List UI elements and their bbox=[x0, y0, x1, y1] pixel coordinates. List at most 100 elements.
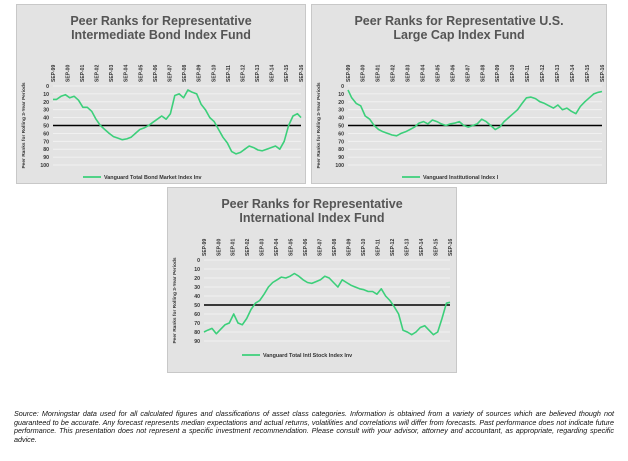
x-tick-label: SEP-00 bbox=[361, 65, 367, 82]
y-tick-label: 70 bbox=[338, 139, 344, 145]
chart-title-line1: Peer Ranks for Representative bbox=[70, 14, 252, 28]
x-tick-label: SEP-99 bbox=[51, 65, 57, 82]
y-tick-label: 90 bbox=[338, 155, 344, 161]
chart-title-line2: Large Cap Index Fund bbox=[393, 28, 525, 42]
y-tick-label: 70 bbox=[194, 321, 200, 327]
y-tick-label: 50 bbox=[43, 124, 49, 130]
x-tick-label: SEP-06 bbox=[303, 239, 309, 256]
x-tick-label: SEP-04 bbox=[274, 239, 280, 256]
y-tick-label: 80 bbox=[43, 147, 49, 153]
y-axis-label: Peer Ranks for Rolling 3-Year Periods bbox=[316, 82, 322, 168]
x-tick-label: SEP-04 bbox=[124, 65, 130, 82]
x-tick-label: SEP-16 bbox=[600, 65, 606, 82]
chart-title-line2: International Index Fund bbox=[239, 211, 385, 225]
legend-label: Vanguard Total Intl Stock Index Inv bbox=[263, 353, 352, 359]
x-tick-label: SEP-14 bbox=[419, 239, 425, 256]
y-tick-label: 20 bbox=[338, 100, 344, 106]
x-tick-label: SEP-01 bbox=[80, 65, 86, 82]
legend-label: Vanguard Total Bond Market Index Inv bbox=[104, 175, 202, 181]
x-tick-label: SEP-00 bbox=[216, 239, 222, 256]
y-tick-label: 50 bbox=[194, 303, 200, 309]
x-tick-label: SEP-99 bbox=[202, 239, 208, 256]
x-tick-label: SEP-00 bbox=[65, 65, 71, 82]
x-tick-label: SEP-08 bbox=[182, 65, 188, 82]
x-tick-label: SEP-07 bbox=[168, 65, 174, 82]
y-tick-label: 10 bbox=[194, 267, 200, 273]
x-tick-label: SEP-01 bbox=[231, 239, 237, 256]
y-tick-label: 50 bbox=[338, 124, 344, 130]
x-tick-label: SEP-14 bbox=[570, 65, 576, 82]
x-tick-label: SEP-11 bbox=[375, 239, 381, 256]
x-tick-label: SEP-07 bbox=[318, 239, 324, 256]
y-tick-label: 0 bbox=[341, 84, 344, 90]
x-tick-label: SEP-12 bbox=[390, 239, 396, 256]
y-tick-label: 90 bbox=[43, 155, 49, 161]
x-tick-label: SEP-02 bbox=[391, 65, 397, 82]
x-tick-label: SEP-01 bbox=[376, 65, 382, 82]
chart-panel-largecap: Peer Ranks for Representative U.S. Large… bbox=[311, 4, 607, 184]
x-tick-label: SEP-08 bbox=[480, 65, 486, 82]
y-tick-label: 70 bbox=[43, 139, 49, 145]
y-tick-label: 40 bbox=[194, 294, 200, 300]
x-tick-label: SEP-08 bbox=[332, 239, 338, 256]
y-tick-label: 30 bbox=[194, 285, 200, 291]
chart-title-line2: Intermediate Bond Index Fund bbox=[71, 28, 251, 42]
series-line bbox=[347, 89, 603, 137]
x-tick-label: SEP-09 bbox=[347, 239, 353, 256]
x-tick-label: SEP-03 bbox=[260, 239, 266, 256]
x-tick-label: SEP-13 bbox=[555, 65, 561, 82]
x-tick-label: SEP-06 bbox=[153, 65, 159, 82]
x-tick-label: SEP-13 bbox=[404, 239, 410, 256]
x-tick-label: SEP-03 bbox=[406, 65, 412, 82]
x-tick-label: SEP-16 bbox=[448, 239, 454, 256]
x-tick-label: SEP-02 bbox=[95, 65, 101, 82]
y-axis-label: Peer Ranks for Rolling 3-Year Periods bbox=[172, 257, 178, 343]
y-tick-label: 0 bbox=[46, 84, 49, 90]
y-tick-label: 40 bbox=[43, 116, 49, 122]
chart-panel-international: Peer Ranks for Representative Internatio… bbox=[167, 187, 457, 373]
y-tick-label: 60 bbox=[43, 131, 49, 137]
y-tick-label: 20 bbox=[194, 276, 200, 282]
y-tick-label: 80 bbox=[194, 330, 200, 336]
x-tick-label: SEP-11 bbox=[525, 65, 531, 82]
series-line bbox=[203, 272, 451, 336]
x-tick-label: SEP-10 bbox=[211, 65, 217, 82]
x-tick-label: SEP-11 bbox=[226, 65, 232, 82]
y-tick-label: 0 bbox=[197, 258, 200, 264]
x-tick-label: SEP-15 bbox=[284, 65, 290, 82]
x-tick-label: SEP-14 bbox=[270, 65, 276, 82]
y-tick-label: 10 bbox=[338, 92, 344, 98]
y-tick-label: 60 bbox=[338, 131, 344, 137]
x-tick-label: SEP-04 bbox=[421, 65, 427, 82]
x-tick-label: SEP-10 bbox=[361, 239, 367, 256]
chart-panel-bond: Peer Ranks for Representative Intermedia… bbox=[16, 4, 306, 184]
series-line bbox=[53, 89, 302, 155]
x-tick-label: SEP-10 bbox=[510, 65, 516, 82]
x-tick-label: SEP-09 bbox=[495, 65, 501, 82]
legend-label: Vanguard Institutional Index I bbox=[423, 175, 499, 181]
y-tick-label: 90 bbox=[194, 339, 200, 345]
x-tick-label: SEP-12 bbox=[540, 65, 546, 82]
y-tick-label: 100 bbox=[40, 163, 49, 169]
y-axis-label: Peer Ranks for Rolling 3-Year Periods bbox=[21, 82, 27, 168]
x-tick-label: SEP-02 bbox=[245, 239, 251, 256]
x-tick-label: SEP-06 bbox=[450, 65, 456, 82]
y-tick-label: 30 bbox=[43, 108, 49, 114]
y-tick-label: 40 bbox=[338, 116, 344, 122]
x-tick-label: SEP-05 bbox=[435, 65, 441, 82]
x-tick-label: SEP-07 bbox=[465, 65, 471, 82]
y-tick-label: 100 bbox=[335, 163, 344, 169]
x-tick-label: SEP-13 bbox=[255, 65, 261, 82]
x-tick-label: SEP-12 bbox=[240, 65, 246, 82]
y-tick-label: 60 bbox=[194, 312, 200, 318]
x-tick-label: SEP-16 bbox=[299, 65, 305, 82]
y-tick-label: 30 bbox=[338, 108, 344, 114]
chart-title-line1: Peer Ranks for Representative bbox=[221, 197, 403, 211]
x-tick-label: SEP-05 bbox=[289, 239, 295, 256]
x-tick-label: SEP-09 bbox=[197, 65, 203, 82]
x-tick-label: SEP-15 bbox=[585, 65, 591, 82]
x-tick-label: SEP-03 bbox=[109, 65, 115, 82]
chart-title-line1: Peer Ranks for Representative U.S. bbox=[354, 14, 564, 28]
chart-international-plot: 0 10 20 30 40 50 60 70 80 90 Peer Ranks for Rollin… bbox=[172, 239, 454, 359]
